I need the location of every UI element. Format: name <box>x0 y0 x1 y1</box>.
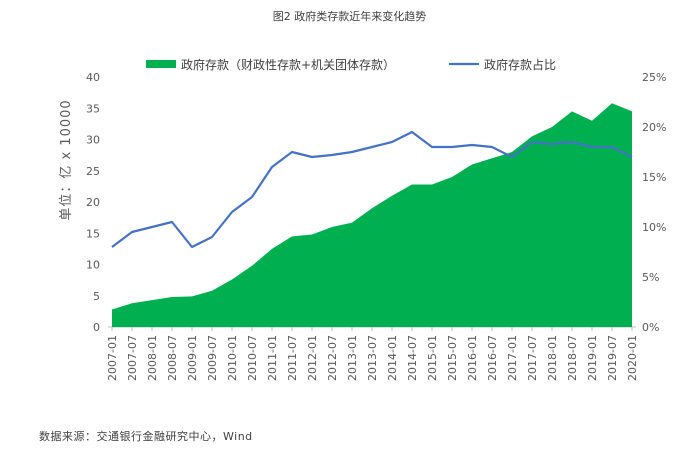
x-tick-label: 2013-07 <box>366 335 379 381</box>
source-note: 数据来源：交通银行金融研究中心，Wind <box>39 430 253 443</box>
x-tick-label: 2010-01 <box>226 335 239 381</box>
y-tick-label: 30 <box>86 134 100 147</box>
x-tick-label: 2018-01 <box>546 335 559 381</box>
y-tick-label: 5 <box>93 290 100 303</box>
tick-labels-layer: 0 5 10 15 20 25 30 35 40 0% 5% 10% 15% 20% 25% 2007-01 2… <box>86 71 666 381</box>
y2-tick-label: 15% <box>642 171 666 184</box>
x-tick-label: 2016-07 <box>486 335 499 381</box>
axes-layer <box>108 326 636 331</box>
area-series-government-deposits <box>112 103 632 327</box>
x-tick-label: 2008-07 <box>166 335 179 381</box>
x-tick-label: 2020-01 <box>626 335 639 381</box>
y2-tick-label: 10% <box>642 221 666 234</box>
x-tick-label: 2015-07 <box>446 335 459 381</box>
x-tick-label: 2019-01 <box>586 335 599 381</box>
x-tick-label: 2014-01 <box>386 335 399 381</box>
y-tick-label: 0 <box>93 321 100 334</box>
legend: 政府存款（财政性存款+机关团体存款） 政府存款占比 <box>146 57 556 72</box>
x-tick-label: 2009-01 <box>186 335 199 381</box>
y-tick-label: 25 <box>86 165 100 178</box>
x-tick-label: 2018-07 <box>566 335 579 381</box>
x-tick-label: 2007-07 <box>126 335 139 381</box>
y-tick-label: 20 <box>86 196 100 209</box>
y-tick-label: 15 <box>86 227 100 240</box>
line-series-layer <box>111 130 633 249</box>
x-tick-label: 2010-07 <box>246 335 259 381</box>
legend-label-line: 政府存款占比 <box>484 57 556 72</box>
x-tick-label: 2019-07 <box>606 335 619 381</box>
x-tick-label: 2014-07 <box>406 335 419 381</box>
legend-swatch-area <box>146 60 176 68</box>
x-tick-label: 2017-01 <box>506 335 519 381</box>
x-tick-label: 2011-07 <box>286 335 299 381</box>
x-tick-label: 2007-01 <box>106 335 119 381</box>
x-tick-label: 2012-07 <box>326 335 339 381</box>
chart-title: 图2 政府类存款近年来变化趋势 <box>272 10 427 23</box>
x-tick-label: 2015-01 <box>426 335 439 381</box>
x-tick-label: 2016-01 <box>466 335 479 381</box>
y-tick-label: 35 <box>86 102 100 115</box>
y-axis-label: 单位：亿 x 10000 <box>59 99 74 220</box>
y2-tick-label: 25% <box>642 71 666 84</box>
x-tick-label: 2012-01 <box>306 335 319 381</box>
y-tick-label: 10 <box>86 259 100 272</box>
x-tick-label: 2011-01 <box>266 335 279 381</box>
legend-label-area: 政府存款（财政性存款+机关团体存款） <box>181 57 395 72</box>
y2-tick-label: 0% <box>642 321 659 334</box>
y2-tick-label: 20% <box>642 121 666 134</box>
line-series-government-deposit-share <box>111 130 633 249</box>
x-tick-label: 2017-07 <box>526 335 539 381</box>
x-tick-label: 2009-07 <box>206 335 219 381</box>
y-tick-label: 40 <box>86 71 100 84</box>
x-tick-label: 2008-01 <box>146 335 159 381</box>
y2-tick-label: 5% <box>642 271 659 284</box>
x-tick-label: 2013-01 <box>346 335 359 381</box>
area-series-layer <box>112 103 632 327</box>
